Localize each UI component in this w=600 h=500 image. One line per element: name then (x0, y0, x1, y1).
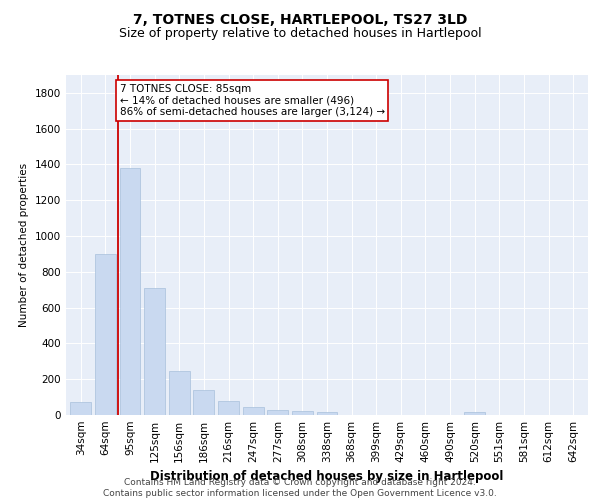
Bar (218, 400, 239, 415)
Bar (70, 402, 91, 415)
Bar (292, 412, 313, 415)
Bar (317, 412, 337, 415)
Y-axis label: Number of detached properties: Number of detached properties (19, 163, 29, 327)
Text: 7, TOTNES CLOSE, HARTLEPOOL, TS27 3LD: 7, TOTNES CLOSE, HARTLEPOOL, TS27 3LD (133, 12, 467, 26)
Bar (119, 168, 140, 415)
Bar (144, 288, 165, 415)
Bar (242, 407, 263, 415)
Text: Size of property relative to detached houses in Hartlepool: Size of property relative to detached ho… (119, 28, 481, 40)
Bar (267, 410, 288, 415)
Text: 7 TOTNES CLOSE: 85sqm
← 14% of detached houses are smaller (496)
86% of semi-det: 7 TOTNES CLOSE: 85sqm ← 14% of detached … (119, 84, 385, 117)
Bar (464, 412, 485, 415)
Bar (193, 390, 214, 415)
Bar (169, 371, 190, 415)
X-axis label: Distribution of detached houses by size in Hartlepool: Distribution of detached houses by size … (151, 470, 503, 484)
Bar (95, 254, 116, 415)
Text: Contains HM Land Registry data © Crown copyright and database right 2024.
Contai: Contains HM Land Registry data © Crown c… (103, 478, 497, 498)
